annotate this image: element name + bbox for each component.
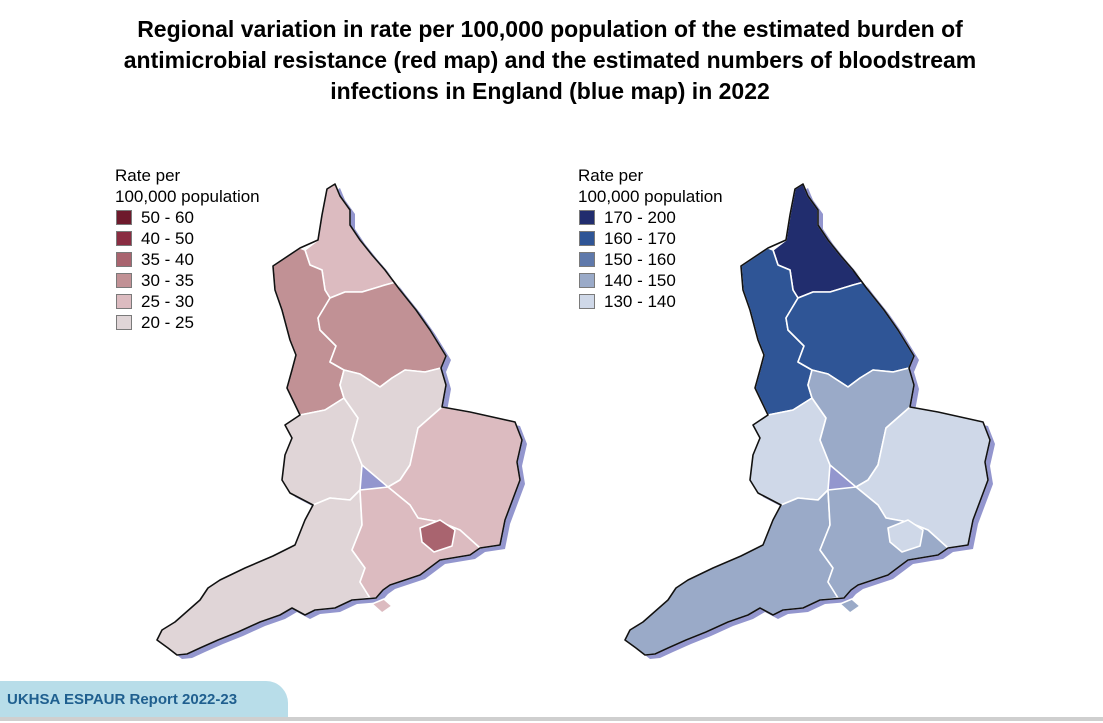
red-legend-label: 20 - 25 — [141, 313, 194, 332]
blue-legend-label: 170 - 200 — [604, 208, 676, 227]
red-legend-item: 40 - 50 — [116, 228, 260, 249]
red-map-legend: Rate per 100,000 population 50 - 60 40 - … — [115, 165, 260, 333]
footer-tab — [0, 681, 288, 719]
blue-legend-heading-line-1: Rate per — [578, 166, 644, 185]
blue-legend-swatch — [579, 294, 595, 309]
red-region-south-east — [371, 598, 393, 614]
red-legend-label: 30 - 35 — [141, 271, 194, 290]
blue-legend-item: 170 - 200 — [579, 207, 723, 228]
red-legend-swatch — [116, 315, 132, 330]
red-legend-swatch — [116, 294, 132, 309]
blue-legend-item: 160 - 170 — [579, 228, 723, 249]
title-line-1: Regional variation in rate per 100,000 p… — [137, 16, 963, 42]
blue-legend-label: 150 - 160 — [604, 250, 676, 269]
title-line-2: antimicrobial resistance (red map) and t… — [123, 47, 977, 73]
red-legend-swatch — [116, 210, 132, 225]
red-region-south-west — [156, 489, 371, 656]
blue-legend-item: 140 - 150 — [579, 270, 723, 291]
red-legend-label: 50 - 60 — [141, 208, 194, 227]
red-legend-heading-line-2: 100,000 population — [115, 187, 260, 206]
blue-legend-swatch — [579, 210, 595, 225]
red-legend-item: 20 - 25 — [116, 312, 260, 333]
blue-legend-item: 130 - 140 — [579, 291, 723, 312]
red-legend-item: 50 - 60 — [116, 207, 260, 228]
red-legend-swatch — [116, 252, 132, 267]
footer-report-label: UKHSA ESPAUR Report 2022-23 — [7, 691, 238, 708]
red-legend-heading-line-1: Rate per — [115, 166, 181, 185]
blue-map-legend: Rate per 100,000 population 170 - 200 160… — [578, 165, 723, 312]
blue-legend-item: 150 - 160 — [579, 249, 723, 270]
blue-legend-label: 140 - 150 — [604, 271, 676, 290]
blue-region-south-east — [839, 598, 861, 614]
blue-legend-swatch — [579, 252, 595, 267]
blue-legend-label: 130 - 140 — [604, 292, 676, 311]
red-legend-swatch — [116, 273, 132, 288]
blue-legend-swatch — [579, 231, 595, 246]
red-legend-label: 40 - 50 — [141, 229, 194, 248]
blue-region-west-midlands — [749, 397, 831, 506]
red-legend-heading: Rate per 100,000 population — [115, 165, 260, 207]
blue-legend-heading-line-2: 100,000 population — [578, 187, 723, 206]
blue-legend-heading: Rate per 100,000 population — [578, 165, 723, 207]
chart-title: Regional variation in rate per 100,000 p… — [60, 14, 1040, 107]
red-legend-label: 25 - 30 — [141, 292, 194, 311]
red-region-west-midlands — [281, 397, 363, 506]
blue-map — [624, 183, 995, 659]
red-legend-item: 35 - 40 — [116, 249, 260, 270]
red-map — [156, 183, 527, 659]
blue-legend-swatch — [579, 273, 595, 288]
red-region-london — [419, 519, 456, 553]
red-legend-label: 35 - 40 — [141, 250, 194, 269]
red-legend-item: 30 - 35 — [116, 270, 260, 291]
footer-divider — [0, 717, 1103, 721]
red-legend-item: 25 - 30 — [116, 291, 260, 312]
title-line-3: infections in England (blue map) in 2022 — [330, 78, 770, 104]
blue-legend-label: 160 - 170 — [604, 229, 676, 248]
blue-region-south-west — [624, 489, 839, 656]
blue-region-london — [887, 519, 924, 553]
red-legend-swatch — [116, 231, 132, 246]
